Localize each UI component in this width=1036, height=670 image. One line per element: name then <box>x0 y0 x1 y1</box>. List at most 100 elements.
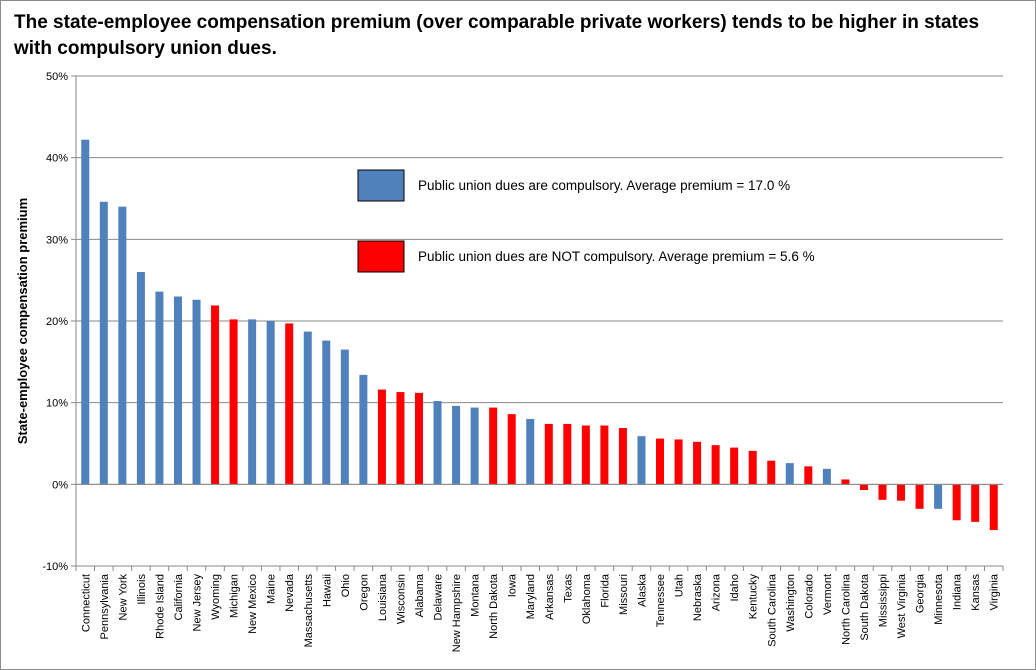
x-tick-label: Alaska <box>636 573 648 607</box>
legend-swatch-not-compulsory <box>357 240 405 273</box>
x-tick-label: Washington <box>785 574 797 632</box>
bar-oklahoma <box>581 425 590 485</box>
bar-arizona <box>711 445 720 485</box>
bar-alaska <box>637 436 646 485</box>
y-tick-label: 10% <box>46 398 68 410</box>
x-tick-label: Georgia <box>915 573 927 613</box>
x-tick-label: Minnesota <box>933 573 945 625</box>
bar-hawaii <box>322 340 331 485</box>
x-tick-label: Connecticut <box>80 574 92 632</box>
bar-florida <box>600 425 609 485</box>
bar-virginia <box>989 484 998 531</box>
bar-tennessee <box>656 438 665 485</box>
x-tick-label: Vermont <box>822 574 834 615</box>
x-tick-label: Louisiana <box>377 573 389 621</box>
y-axis-title: State-employee compensation premium <box>15 198 30 444</box>
chart-title: The state-employee compensation premium … <box>14 12 980 59</box>
x-tick-label: South Dakota <box>859 573 871 641</box>
x-tick-label: Wyoming <box>210 574 222 620</box>
x-tick-label: Hawaii <box>321 574 333 607</box>
x-tick-label: Texas <box>562 574 574 603</box>
legend-label-compulsory: Public union dues are compulsory. Averag… <box>418 178 790 193</box>
bar-connecticut <box>81 139 90 485</box>
x-tick-label: Massachusetts <box>303 574 315 648</box>
bar-new-hampshire <box>452 405 461 485</box>
bar-massachusetts <box>303 331 312 485</box>
bar-iowa <box>507 414 516 485</box>
x-tick-label: California <box>173 573 185 620</box>
bar-idaho <box>730 447 739 485</box>
x-tick-label: Idaho <box>729 574 741 602</box>
bar-new-york <box>118 206 127 485</box>
y-tick-label: 30% <box>46 234 68 246</box>
bar-kansas <box>971 484 980 522</box>
bar-oregon <box>359 374 368 485</box>
bar-kentucky <box>748 450 757 485</box>
bar-ohio <box>340 349 349 485</box>
x-tick-label: Tennessee <box>655 574 667 627</box>
bar-montana <box>470 407 479 485</box>
bar-california <box>173 296 182 485</box>
bar-north-carolina <box>841 479 850 485</box>
legend-swatch-compulsory <box>357 169 405 202</box>
bar-south-dakota <box>859 484 868 491</box>
x-tick-label: New York <box>117 574 129 621</box>
bar-wisconsin <box>396 392 405 485</box>
x-tick-label: Virginia <box>989 573 1001 610</box>
x-tick-label: South Carolina <box>766 573 778 647</box>
bar-delaware <box>433 401 442 485</box>
y-tick-label: 40% <box>46 153 68 165</box>
x-tick-label: Kansas <box>970 574 982 611</box>
x-tick-label: North Dakota <box>488 573 500 639</box>
bar-utah <box>674 439 683 485</box>
x-tick-label: New Jersey <box>192 574 204 632</box>
y-tick-label: 20% <box>46 316 68 328</box>
x-tick-label: New Hampshire <box>451 574 463 652</box>
bar-new-jersey <box>192 299 201 485</box>
x-tick-label: West Virginia <box>896 573 908 638</box>
x-tick-label: Iowa <box>507 573 519 597</box>
bar-washington <box>785 463 794 485</box>
bar-maine <box>266 321 275 485</box>
bar-nebraska <box>693 441 702 485</box>
bar-south-carolina <box>767 460 776 485</box>
bar-pennsylvania <box>99 201 108 485</box>
x-tick-label: Oregon <box>358 574 370 611</box>
x-tick-label: Arizona <box>711 573 723 611</box>
bar-wyoming <box>211 305 220 485</box>
bar-indiana <box>952 484 961 521</box>
x-tick-label: Colorado <box>803 574 815 619</box>
x-tick-label: Oklahoma <box>581 573 593 624</box>
bar-mississippi <box>878 484 887 500</box>
x-tick-label: Montana <box>470 573 482 617</box>
bar-west-virginia <box>897 484 906 501</box>
x-tick-label: Michigan <box>229 574 241 618</box>
x-tick-label: Wisconsin <box>395 574 407 624</box>
bar-vermont <box>822 468 831 485</box>
bar-maryland <box>526 419 535 485</box>
x-tick-label: Maine <box>266 574 278 604</box>
bar-new-mexico <box>248 319 257 485</box>
bar-texas <box>563 423 572 485</box>
x-tick-label: Missouri <box>618 574 630 615</box>
bar-georgia <box>915 484 924 509</box>
x-tick-label: Ohio <box>340 574 352 597</box>
bar-colorado <box>804 466 813 485</box>
x-tick-label: New Mexico <box>247 574 259 634</box>
x-tick-label: Florida <box>599 573 611 608</box>
x-tick-label: Illinois <box>136 574 148 605</box>
x-tick-label: Nevada <box>284 573 296 612</box>
bar-missouri <box>618 427 627 485</box>
legend-label-not-compulsory: Public union dues are NOT compulsory. Av… <box>418 249 815 264</box>
bar-nevada <box>285 323 294 485</box>
bar-michigan <box>229 319 238 485</box>
bar-alabama <box>414 392 423 485</box>
bar-arkansas <box>544 423 553 485</box>
x-tick-label: Rhode Island <box>154 574 166 639</box>
bar-north-dakota <box>489 407 498 485</box>
x-tick-label: Delaware <box>433 574 445 620</box>
x-tick-label: Mississippi <box>877 574 889 627</box>
bar-rhode-island <box>155 291 164 485</box>
x-tick-label: Nebraska <box>692 573 704 621</box>
